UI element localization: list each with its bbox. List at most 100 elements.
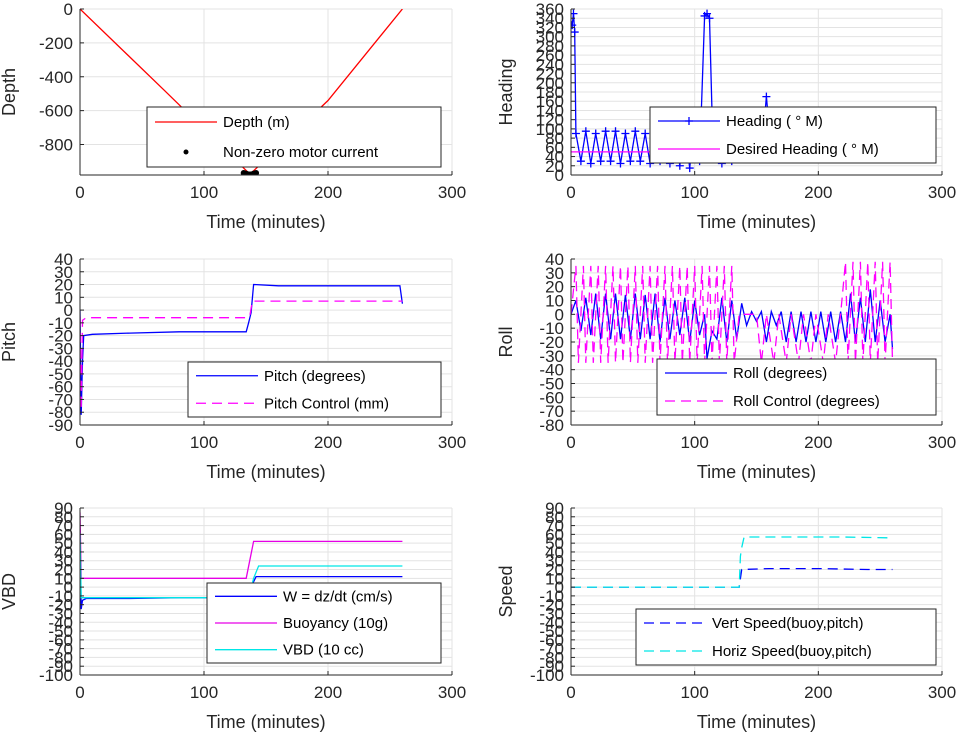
y-tick-label: 120: [536, 111, 564, 130]
x-tick-label: 0: [75, 433, 84, 452]
y-tick-label: -40: [48, 352, 73, 371]
series-heading-0-marker: [596, 157, 605, 166]
y-tick-label: -30: [539, 347, 564, 366]
x-tick-label: 0: [566, 433, 575, 452]
y-tick-label: -90: [48, 416, 73, 435]
legend: Vert Speed(buoy,pitch) Horiz Speed(buoy,p…: [635, 608, 937, 666]
y-tick-label: -40: [539, 613, 564, 632]
y-tick-label: -90: [539, 657, 564, 676]
y-tick-label: -80: [539, 648, 564, 667]
series-heading-0-marker: [626, 157, 635, 166]
x-axis-label: Time (minutes): [206, 462, 325, 482]
legend-entry: W = dz/dt (cm/s): [283, 588, 393, 605]
series-heading-0-marker: [703, 9, 712, 18]
y-tick-label: 180: [536, 83, 564, 102]
x-tick-label: 200: [314, 683, 342, 702]
x-tick-label: 100: [190, 183, 218, 202]
x-tick-label: 0: [566, 683, 575, 702]
y-axis-label: Depth: [0, 68, 19, 116]
y-tick-label: -100: [530, 666, 564, 685]
y-tick-label: 40: [545, 543, 564, 562]
legend-box: [146, 106, 442, 168]
x-axis-label: Time (minutes): [697, 212, 816, 232]
y-tick-label: -70: [539, 640, 564, 659]
y-tick-label: -50: [539, 622, 564, 641]
y-tick-label: 20: [54, 561, 73, 580]
y-tick-label: -10: [539, 587, 564, 606]
y-tick-label: -10: [539, 319, 564, 338]
y-tick-label: -40: [539, 361, 564, 380]
legend-box: [635, 608, 937, 666]
y-tick-label: 260: [536, 46, 564, 65]
plot-series: [80, 9, 403, 175]
y-tick-label: 60: [545, 138, 564, 157]
y-axis-label: Heading: [496, 58, 516, 125]
y-tick-label: 0: [555, 578, 564, 597]
chart-depth: 0 100 200 300 0 -200 -400 -600 -800 Time (minutes…: [0, 0, 466, 232]
y-tick-label: 200: [536, 74, 564, 93]
legend-box: [187, 361, 442, 418]
series-heading-0-marker: [576, 157, 585, 166]
legend-entry: Depth (m): [223, 114, 290, 131]
y-tick-label: -60: [48, 378, 73, 397]
y-tick-label: 160: [536, 92, 564, 111]
y-tick-label: 220: [536, 65, 564, 84]
y-tick-label: 50: [54, 534, 73, 553]
y-tick-label: 360: [536, 0, 564, 19]
series-heading-0-marker: [571, 28, 579, 37]
x-tick-label: 200: [314, 433, 342, 452]
y-tick-label: 40: [545, 148, 564, 167]
x-axis-label: Time (minutes): [206, 212, 325, 232]
series-roll-1: [571, 261, 894, 363]
series-heading-0-marker: [616, 159, 625, 168]
series-heading-0-marker: [606, 157, 615, 166]
y-tick-label: -20: [539, 596, 564, 615]
legend: Roll (degrees) Roll Control (degrees): [656, 358, 937, 416]
legend-entry: VBD (10 cc): [283, 642, 364, 659]
y-tick-label: 70: [54, 517, 73, 536]
y-tick-label: 20: [545, 278, 564, 297]
x-tick-label: 300: [438, 683, 466, 702]
y-tick-label: -100: [39, 666, 73, 685]
y-axis-label: Speed: [496, 565, 516, 617]
y-axis-label: Pitch: [0, 322, 19, 362]
y-axis-label: Roll: [496, 326, 516, 357]
y-tick-label: -80: [539, 416, 564, 435]
x-tick-label: 200: [314, 183, 342, 202]
x-tick-label: 100: [190, 433, 218, 452]
plot-series: [80, 283, 404, 415]
x-tick-label: 300: [928, 183, 956, 202]
x-axis-label: Time (minutes): [206, 712, 325, 732]
series-heading-0-marker: [621, 129, 630, 138]
y-tick-label: 10: [54, 288, 73, 307]
y-tick-label: -20: [48, 596, 73, 615]
legend-entry: Horiz Speed(buoy,pitch): [712, 643, 872, 660]
y-tick-label: -400: [39, 68, 73, 87]
series-heading-0-marker: [611, 127, 620, 136]
y-tick-label: -30: [539, 604, 564, 623]
y-tick-label: -70: [48, 390, 73, 409]
y-tick-label: 10: [54, 569, 73, 588]
chart-roll: 0 100 200 300403020100-10-20-30-40-50-60-70…: [496, 250, 956, 482]
legend-entry: Desired Heading ( ° M): [726, 141, 879, 158]
y-tick-label: 140: [536, 101, 564, 120]
y-tick-label: 80: [545, 129, 564, 148]
series-heading-0-marker: [571, 9, 578, 18]
legend: Heading ( ° M) Desired Heading ( ° M): [649, 106, 937, 164]
y-tick-label: 0: [64, 0, 73, 19]
series-heading-0-marker: [571, 129, 580, 138]
legend-box: [649, 106, 937, 164]
x-axis-label: Time (minutes): [697, 462, 816, 482]
y-tick-label: 40: [54, 250, 73, 269]
y-tick-label: 30: [54, 552, 73, 571]
y-tick-label: -80: [48, 403, 73, 422]
y-tick-label: -200: [39, 34, 73, 53]
legend-box: [656, 358, 937, 416]
y-tick-label: 20: [545, 157, 564, 176]
series-heading-0-marker: [631, 127, 640, 136]
series-heading-0-marker: [762, 92, 771, 101]
y-tick-label: 100: [536, 120, 564, 139]
x-tick-label: 200: [804, 683, 832, 702]
y-tick-label: 30: [545, 552, 564, 571]
y-tick-label: 10: [545, 569, 564, 588]
